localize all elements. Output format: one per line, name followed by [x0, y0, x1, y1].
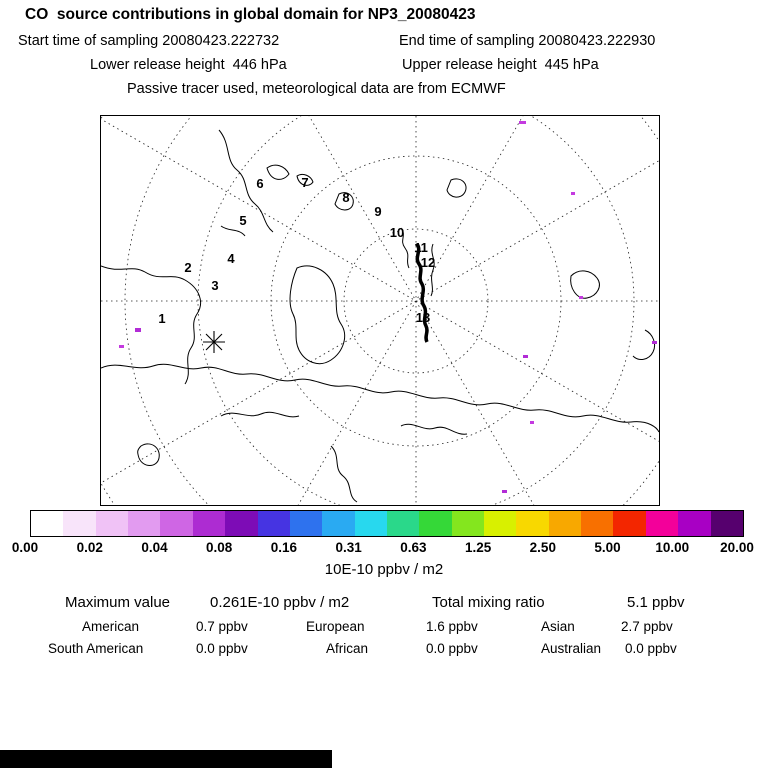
colorbar-segment [484, 511, 517, 536]
latlon-grid [101, 116, 659, 505]
concentration-speck [571, 192, 575, 195]
concentration-speck [135, 328, 141, 332]
colorbar-tick-label: 10.00 [655, 540, 690, 555]
colorbar-segment [95, 511, 129, 536]
page-title: CO source contributions in global domain… [25, 6, 476, 23]
colorbar-segment [63, 511, 96, 536]
colorbar-segment [645, 511, 679, 536]
trajectory-point-label: 7 [301, 175, 308, 190]
colorbar-tick-label: 20.00 [720, 540, 754, 555]
colorbar-tick-label: 5.00 [594, 540, 621, 555]
maximum-value-label: Maximum value [65, 594, 171, 611]
colorbar-segment [710, 511, 743, 536]
colorbar-segment [581, 511, 614, 536]
total-mixing-ratio-value: 5.1 ppbv [627, 594, 685, 611]
trajectory-point-label: 13 [416, 310, 430, 325]
colorbar-segment [31, 511, 64, 536]
colorbar-segment [225, 511, 258, 536]
contribution-label-south-american: South American [48, 641, 144, 656]
tracer-note-text: Passive tracer used, meteorological data… [127, 81, 506, 97]
contribution-label-asian: Asian [541, 619, 575, 634]
colorbar-tick-label: 1.25 [464, 540, 492, 555]
colorbar-units-label: 10E-10 ppbv / m2 [324, 561, 444, 578]
colorbar-tick-label: 0.04 [141, 540, 168, 555]
trajectory-point-label: 12 [421, 255, 435, 270]
concentration-speck [530, 421, 534, 424]
trajectory-point-label: 2 [184, 260, 191, 275]
contribution-label-american: American [82, 619, 140, 634]
colorbar-tick-label: 0.63 [400, 540, 427, 555]
trajectory-point-label: 4 [227, 251, 235, 266]
trajectory-point-label: 5 [239, 213, 246, 228]
colorbar-tick-label: 2.50 [529, 540, 556, 555]
colorbar-ticks: 0.00 0.02 0.04 0.08 0.16 0.31 0.63 1.25 2.50 5.00… [12, 540, 754, 558]
concentration-speck [579, 296, 583, 299]
colorbar-segment [192, 511, 226, 536]
station-asterisk-marker [203, 331, 225, 353]
colorbar-segment [516, 511, 549, 536]
bottom-black-bar [0, 750, 332, 768]
concentration-speck [523, 355, 528, 358]
concentration-speck [519, 121, 526, 124]
maximum-value: 0.261E-10 ppbv / m2 [210, 594, 350, 611]
colorbar-segment [613, 511, 646, 536]
end-time-text: End time of sampling 20080423.222930 [399, 33, 656, 49]
trajectory-point-label: 6 [256, 176, 263, 191]
map-frame: 1 2 3 4 5 6 7 8 9 10 11 12 13 [100, 115, 660, 506]
concentration-speck [502, 490, 507, 493]
concentration-speck [652, 341, 657, 344]
colorbar-segment [322, 511, 355, 536]
colorbar-segment [354, 511, 387, 536]
colorbar-segment [419, 511, 452, 536]
colorbar-tick-label: 0.16 [270, 540, 298, 555]
concentration-speck [119, 345, 124, 348]
contribution-value-american: 0.7 ppbv [196, 619, 248, 634]
trajectory-point-label: 11 [414, 240, 428, 255]
colorbar-segment [160, 511, 193, 536]
contribution-label-australian: Australian [541, 641, 602, 656]
contribution-value-african: 0.0 ppbv [426, 641, 478, 656]
colorbar-segment [548, 511, 582, 536]
trajectory-point-label: 9 [374, 204, 381, 219]
concentration-specks [119, 121, 657, 493]
trajectory-point-label: 8 [342, 190, 349, 205]
trajectory-point-label: 3 [211, 278, 218, 293]
contribution-label-european: European [306, 619, 365, 634]
colorbar-tick-label: 0.08 [206, 540, 233, 555]
coastlines [101, 129, 659, 503]
contribution-value-south-american: 0.0 ppbv [196, 641, 248, 656]
trajectory-point-label: 10 [390, 225, 404, 240]
colorbar-segment [451, 511, 485, 536]
colorbar-tick-label: 0.02 [76, 540, 103, 555]
colorbar [30, 510, 744, 537]
colorbar-segment [128, 511, 161, 536]
contribution-value-asian: 2.7 ppbv [621, 619, 673, 634]
colorbar-segment [386, 511, 420, 536]
trajectory-point-label: 1 [158, 311, 165, 326]
colorbar-tick-label: 0.31 [335, 540, 362, 555]
colorbar-segment [289, 511, 323, 536]
contribution-value-australian: 0.0 ppbv [625, 641, 677, 656]
lower-release-text: Lower release height 446 hPa [90, 57, 287, 73]
contribution-label-african: African [326, 641, 369, 656]
start-time-text: Start time of sampling 20080423.222732 [18, 33, 280, 49]
total-mixing-ratio-label: Total mixing ratio [432, 594, 545, 611]
contribution-value-european: 1.6 ppbv [426, 619, 478, 634]
trajectory-cluster [415, 242, 429, 343]
colorbar-segment [678, 511, 711, 536]
colorbar-tick-label: 0.00 [11, 540, 39, 555]
upper-release-text: Upper release height 445 hPa [402, 57, 599, 73]
colorbar-segment [257, 511, 290, 536]
